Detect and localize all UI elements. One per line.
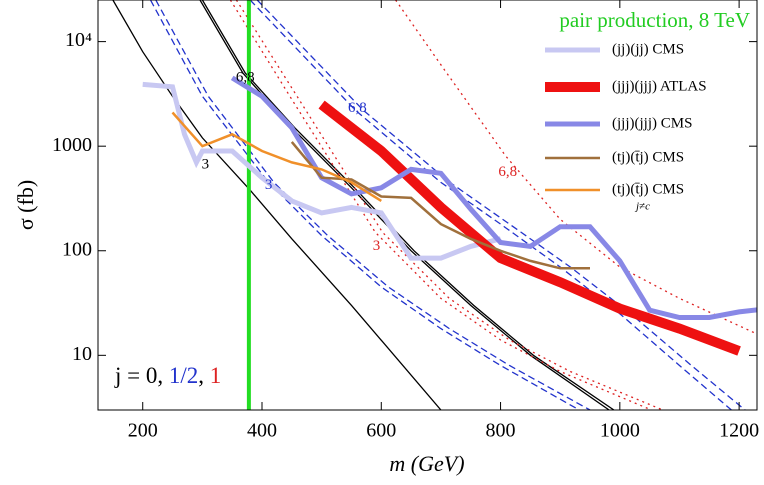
curve-label: 3 bbox=[373, 238, 381, 254]
x-tick-label: 1000 bbox=[600, 420, 640, 442]
data-line bbox=[171, 111, 382, 202]
theory-curve bbox=[155, 0, 591, 410]
x-tick-label: 800 bbox=[486, 420, 516, 442]
y-axis-label: σ (fb) bbox=[13, 180, 38, 230]
y-tick-label: 1000 bbox=[52, 134, 92, 156]
curve-label: 3 bbox=[265, 177, 273, 193]
legend-label: (jj)(jj) CMS bbox=[612, 41, 684, 57]
x-axis-label: m (GeV) bbox=[389, 451, 464, 476]
x-tick-label: 200 bbox=[128, 420, 158, 442]
spin-label-part: j = 0, bbox=[114, 363, 169, 388]
spin-label-part: 1/2 bbox=[169, 363, 198, 388]
x-tick-label: 400 bbox=[247, 420, 277, 442]
spin-label-part: 1 bbox=[210, 363, 222, 388]
plot-area bbox=[112, 0, 757, 410]
legend-label: (tj)(t̄j) CMS bbox=[612, 149, 684, 165]
y-tick-label: 10⁴ bbox=[65, 29, 92, 51]
curve-label: 6,8 bbox=[236, 69, 255, 85]
y-tick-label: 10 bbox=[72, 343, 92, 365]
curve-label: 6,8 bbox=[348, 100, 367, 116]
legend-subscript: j≠c bbox=[634, 201, 650, 213]
theory-curve bbox=[256, 0, 746, 410]
legend-label: (jjj)(jjj) CMS bbox=[612, 115, 692, 131]
legend-label: (jjj)(jjj) ATLAS bbox=[612, 78, 707, 94]
theory-curve bbox=[235, 0, 664, 410]
theory-curve bbox=[395, 0, 757, 335]
data-line bbox=[318, 100, 741, 356]
curve-label: 3 bbox=[202, 156, 210, 172]
theory-curve bbox=[149, 0, 580, 410]
spin-label: j = 0, 1/2, 1 bbox=[114, 363, 221, 388]
theory-curve bbox=[229, 0, 652, 410]
theory-curve bbox=[112, 0, 442, 410]
legend-title: pair production, 8 TeV bbox=[559, 8, 750, 32]
theory-curve bbox=[249, 0, 732, 410]
frame bbox=[97, 0, 758, 411]
y-tick-label: 100 bbox=[62, 238, 92, 260]
theory-curve bbox=[201, 0, 615, 410]
x-tick-label: 1200 bbox=[719, 420, 759, 442]
theory-curve bbox=[199, 0, 610, 410]
legend-label: (tj)(t̄j) CMS bbox=[612, 181, 684, 197]
curve-label: 6,8 bbox=[498, 164, 517, 180]
data-line bbox=[230, 75, 757, 320]
spin-label-part: , bbox=[198, 363, 210, 388]
x-tick-label: 600 bbox=[366, 420, 396, 442]
